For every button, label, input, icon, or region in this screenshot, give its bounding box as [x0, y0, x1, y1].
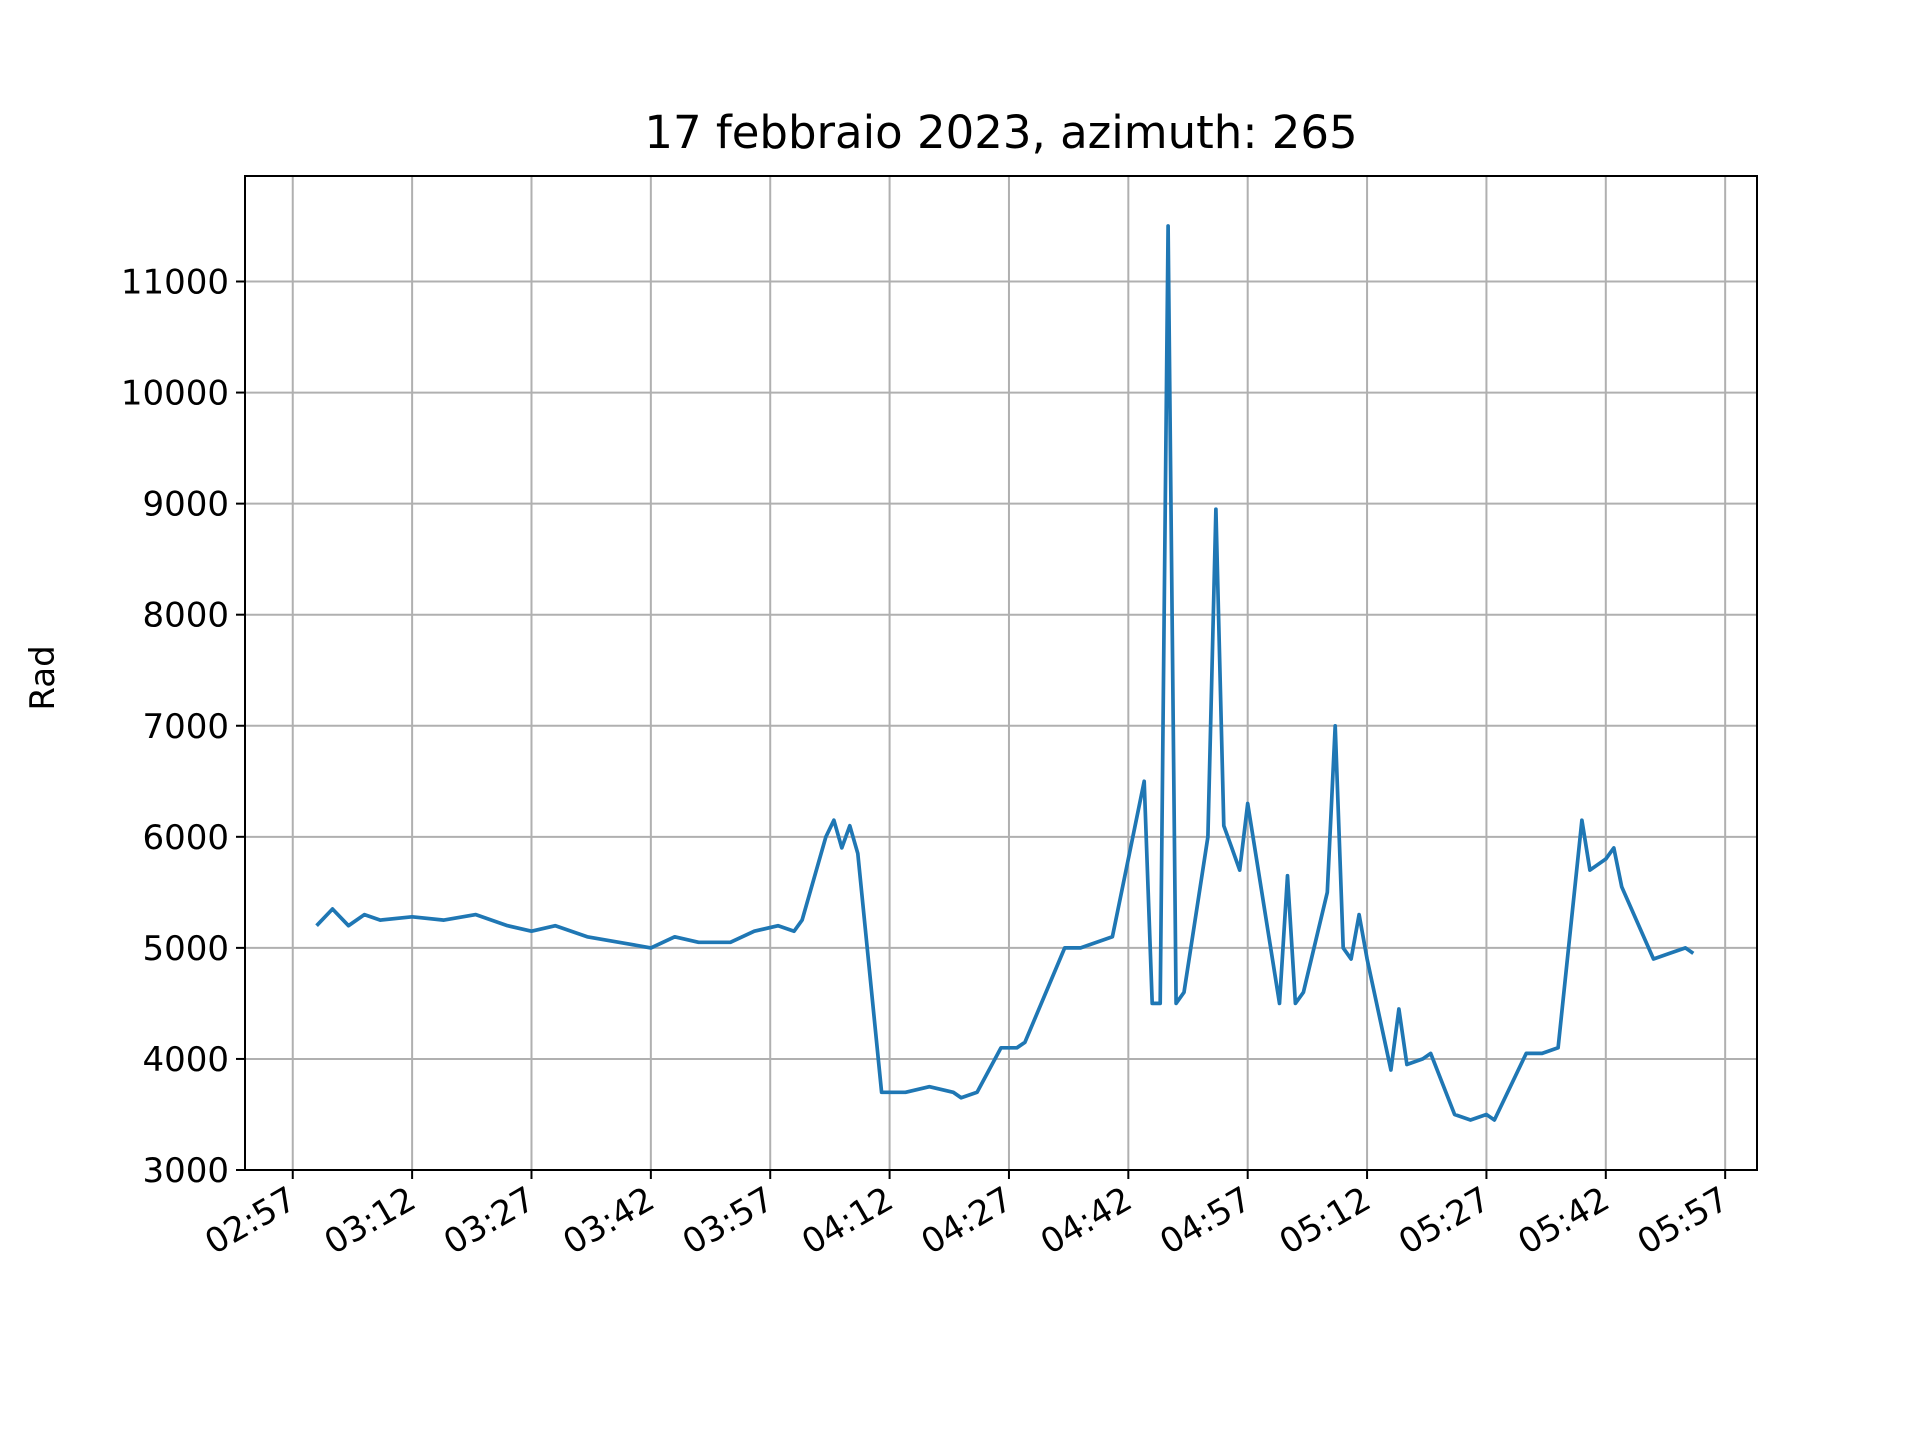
chart-title: 17 febbraio 2023, azimuth: 265 — [644, 106, 1357, 159]
x-tick-label: 02:57 — [198, 1179, 303, 1263]
y-tick-label: 10000 — [121, 374, 229, 414]
y-tick-label: 7000 — [142, 707, 229, 747]
x-tick-label: 05:12 — [1273, 1179, 1378, 1263]
data-line — [315, 224, 1695, 1122]
x-tick-label: 03:42 — [556, 1179, 661, 1263]
x-tick-label: 05:57 — [1631, 1179, 1736, 1263]
y-tick-label: 9000 — [142, 485, 229, 525]
y-tick-label: 6000 — [142, 818, 229, 858]
y-axis-label: Rad — [23, 645, 63, 710]
x-tick-label: 04:42 — [1034, 1179, 1139, 1263]
x-tick-label: 03:57 — [676, 1179, 781, 1263]
y-tick-label: 8000 — [142, 596, 229, 636]
x-tick-label: 03:12 — [318, 1179, 423, 1263]
x-tick-label: 03:27 — [437, 1179, 542, 1263]
x-tick-label: 04:57 — [1153, 1179, 1258, 1263]
x-tick-label: 05:42 — [1511, 1179, 1616, 1263]
y-tick-label: 5000 — [142, 929, 229, 969]
y-tick-label: 3000 — [142, 1151, 229, 1191]
plot-frame — [244, 175, 1758, 1171]
x-tick-label: 04:12 — [795, 1179, 900, 1263]
y-tick-label: 4000 — [142, 1040, 229, 1080]
x-tick-label: 05:27 — [1392, 1179, 1497, 1263]
x-tick-label: 04:27 — [915, 1179, 1020, 1263]
y-tick-label: 11000 — [121, 263, 229, 303]
